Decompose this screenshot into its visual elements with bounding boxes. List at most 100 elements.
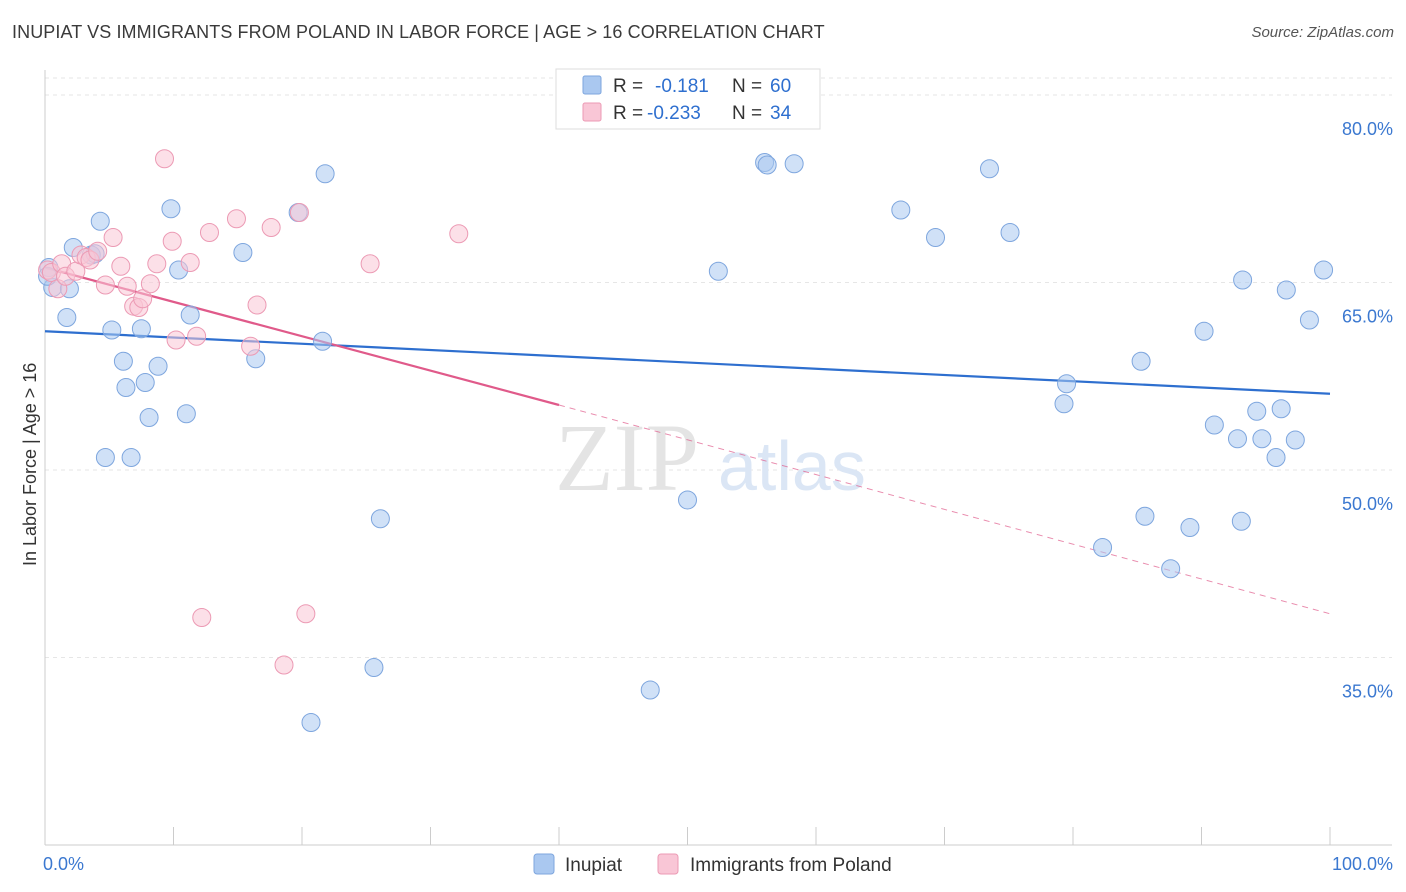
poland-point: [289, 203, 309, 222]
poland-point: [133, 289, 153, 309]
legend-n-label-inupiat: N =: [732, 76, 762, 97]
legend-swatch-poland: [582, 102, 602, 122]
y-axis-label: In Labor Force | Age > 16: [20, 362, 40, 566]
inupiat-point: [176, 404, 196, 424]
inupiat-point: [1299, 310, 1319, 330]
legend-n-label-poland: N =: [732, 103, 762, 124]
series-legend-label-inupiat: Inupiat: [565, 855, 623, 876]
grid-lines: [45, 77, 1392, 658]
inupiat-point: [1054, 394, 1074, 414]
inupiat-point: [364, 658, 384, 677]
inupiat-point: [313, 331, 333, 351]
x-tick-label: 100.0%: [1332, 854, 1393, 874]
poland-point: [162, 231, 182, 251]
poland-point: [88, 241, 108, 261]
inupiat-point: [1180, 518, 1200, 537]
inupiat-point: [102, 320, 122, 340]
y-tick-labels: 35.0% 50.0% 65.0% 80.0%: [1342, 119, 1393, 702]
inupiat-point: [57, 308, 77, 327]
inupiat-point: [315, 164, 335, 184]
y-tick-label: 50.0%: [1342, 494, 1393, 514]
inupiat-point: [131, 319, 151, 339]
x-tick-label: 0.0%: [43, 854, 84, 874]
correlation-legend: R = -0.181 N = 60 R = -0.233 N = 34: [555, 68, 821, 130]
inupiat-point: [139, 408, 159, 427]
poland-point: [111, 256, 131, 276]
legend-r-label-poland: R =: [613, 103, 643, 124]
inupiat-point: [708, 261, 728, 281]
inupiat-point: [678, 490, 697, 510]
poland-point: [192, 608, 212, 627]
inupiat-point: [1285, 430, 1305, 450]
series-legend-swatch-inupiat: [533, 853, 555, 875]
inupiat-trend-line: [44, 330, 1331, 395]
inupiat-point: [891, 200, 911, 220]
inupiat-point: [979, 159, 999, 179]
poland-point: [95, 275, 115, 295]
inupiat-point: [1194, 321, 1214, 341]
poland-point: [199, 223, 219, 242]
inupiat-point: [161, 199, 181, 219]
legend-n-value-inupiat: 60: [770, 76, 791, 97]
inupiat-point: [95, 448, 115, 467]
poland-point: [226, 209, 246, 229]
inupiat-point: [1271, 399, 1291, 419]
inupiat-point: [180, 305, 200, 325]
inupiat-point: [1161, 559, 1181, 579]
poland-point: [360, 254, 380, 274]
poland-point: [241, 336, 261, 356]
data-points: [38, 149, 1334, 732]
inupiat-point: [90, 211, 110, 231]
inupiat-point: [1314, 260, 1334, 280]
inupiat-point: [1204, 415, 1224, 435]
series-legend-label-poland: Immigrants from Poland: [690, 855, 892, 876]
poland-point: [187, 326, 207, 346]
poland-point: [117, 276, 137, 296]
inupiat-point: [370, 509, 390, 529]
inupiat-point: [1000, 223, 1020, 242]
poland-point: [140, 274, 160, 294]
inupiat-point: [784, 154, 804, 174]
inupiat-point: [1135, 506, 1155, 526]
inupiat-point: [1093, 538, 1113, 557]
y-tick-label: 65.0%: [1342, 307, 1393, 327]
legend-r-value-inupiat: -0.181: [655, 76, 709, 97]
source-label: Source: ZipAtlas.com: [1251, 24, 1394, 41]
inupiat-point: [1057, 374, 1077, 394]
inupiat-point: [757, 155, 777, 175]
watermark-atlas: atlas: [718, 427, 866, 505]
inupiat-point: [121, 448, 141, 467]
watermark: ZIP atlas: [555, 404, 866, 511]
series-legend-swatch-poland: [657, 853, 679, 875]
y-tick-label: 80.0%: [1342, 119, 1393, 139]
poland-point: [166, 330, 186, 350]
legend-r-value-poland: -0.233: [647, 103, 701, 124]
poland-point: [449, 224, 469, 244]
inupiat-point: [640, 680, 660, 700]
poland-point: [155, 149, 175, 169]
inupiat-point: [233, 243, 253, 262]
poland-point: [147, 254, 167, 274]
inupiat-point: [301, 713, 321, 732]
inupiat-point: [1247, 401, 1267, 421]
y-tick-label: 35.0%: [1342, 682, 1393, 702]
poland-point: [274, 655, 294, 675]
poland-point: [261, 218, 281, 237]
inupiat-point: [113, 351, 133, 371]
series-legend: Inupiat Immigrants from Poland: [533, 853, 892, 876]
axes: [44, 70, 1392, 846]
legend-n-value-poland: 34: [770, 103, 792, 124]
inupiat-point: [1227, 429, 1247, 449]
inupiat-point: [1266, 448, 1286, 467]
inupiat-point: [1131, 351, 1151, 371]
inupiat-point: [116, 378, 136, 397]
inupiat-point: [135, 373, 155, 392]
inupiat-point: [926, 228, 946, 247]
poland-point: [180, 253, 200, 272]
watermark-zip: ZIP: [555, 404, 699, 511]
inupiat-point: [1233, 270, 1253, 290]
legend-r-label-inupiat: R =: [613, 76, 643, 97]
poland-trend-extension: [558, 404, 1331, 615]
inupiat-point: [1231, 511, 1251, 531]
